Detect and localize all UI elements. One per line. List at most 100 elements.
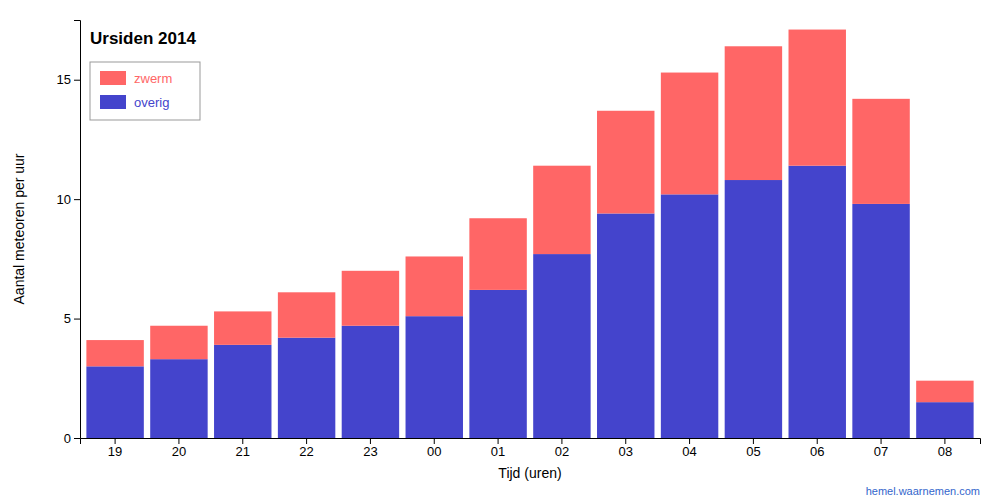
x-tick-label: 20 [172, 444, 186, 459]
legend-item: zwerm [100, 71, 172, 86]
bar [852, 99, 909, 204]
legend-label: zwerm [134, 71, 172, 86]
y-axis-line [74, 21, 81, 439]
bar [406, 256, 463, 316]
bar [150, 359, 207, 438]
x-tick: 00 [427, 438, 441, 459]
x-tick-label: 22 [299, 444, 313, 459]
y-tick-label: 10 [57, 192, 71, 207]
x-tick-label: 08 [938, 444, 952, 459]
bar [661, 194, 718, 438]
bar [214, 311, 271, 344]
x-tick-label: 04 [682, 444, 696, 459]
bar [278, 338, 335, 438]
bars [86, 30, 973, 438]
annotation: hemel.waarnemen.com [866, 485, 980, 497]
x-tick-label: 01 [491, 444, 505, 459]
bar [406, 316, 463, 438]
x-tick: 08 [938, 438, 952, 459]
y-axis: 0 5 10 15 [57, 21, 81, 446]
x-tick-label: 00 [427, 444, 441, 459]
x-tick: 05 [746, 438, 760, 459]
y-tick: 15 [57, 72, 80, 87]
x-axis-title: Tijd (uren) [498, 465, 561, 481]
legend-label: overig [134, 95, 169, 110]
bar [86, 340, 143, 366]
x-tick-mark [881, 438, 882, 444]
bar [725, 180, 782, 438]
x-tick: 01 [491, 438, 505, 459]
x-tick-mark [242, 438, 243, 444]
x-tick-label: 07 [874, 444, 888, 459]
y-axis-title: Aantal meteoren per uur [11, 153, 27, 304]
bar-series [86, 30, 973, 403]
x-tick: 02 [555, 438, 569, 459]
bar [342, 271, 399, 326]
x-tick-mark [561, 438, 562, 444]
title: Ursiden 2014 [90, 29, 196, 48]
legend-frame [90, 62, 200, 120]
x-tick-mark [115, 438, 116, 444]
y-tick-mark [74, 80, 80, 81]
bar [916, 402, 973, 438]
x-tick-mark [370, 438, 371, 444]
bar [789, 166, 846, 438]
y-tick-mark [74, 199, 80, 200]
x-tick-mark [753, 438, 754, 444]
x-tick-mark [498, 438, 499, 444]
x-axis: 19 20 21 22 23 00 01 02 03 04 05 06 07 08 [81, 438, 981, 459]
y-tick-label: 0 [64, 431, 71, 446]
chart: 1920212223000102030405060708051015Urside… [0, 0, 1000, 500]
y-tick-label: 5 [64, 311, 71, 326]
y-tick: 0 [64, 431, 80, 446]
x-tick-mark [817, 438, 818, 444]
legend-swatch [100, 71, 126, 85]
x-tick: 21 [236, 438, 250, 459]
x-tick: 04 [682, 438, 696, 459]
x-tick-label: 23 [363, 444, 377, 459]
plot: 1920212223000102030405060708051015Urside… [57, 21, 981, 460]
bar [150, 326, 207, 359]
x-tick-label: 21 [236, 444, 250, 459]
x-tick: 20 [172, 438, 186, 459]
bar [278, 292, 335, 337]
y-tick-mark [74, 319, 80, 320]
x-tick: 07 [874, 438, 888, 459]
legend-swatch [100, 95, 126, 109]
bar [597, 213, 654, 438]
x-tick: 22 [299, 438, 313, 459]
x-tick-label: 05 [746, 444, 760, 459]
bar [661, 73, 718, 195]
x-tick-label: 02 [555, 444, 569, 459]
bar [533, 166, 590, 254]
bar [469, 218, 526, 290]
bar [86, 366, 143, 438]
y-tick: 10 [57, 192, 80, 207]
x-tick-mark [689, 438, 690, 444]
y-tick-label: 15 [57, 72, 71, 87]
x-tick-label: 06 [810, 444, 824, 459]
x-tick: 23 [363, 438, 377, 459]
x-axis-line [81, 439, 981, 445]
bar [533, 254, 590, 438]
legend: zwerm overig [90, 62, 200, 120]
bar-series [86, 166, 973, 438]
bar [725, 46, 782, 180]
x-tick-label: 03 [619, 444, 633, 459]
y-tick-mark [74, 438, 80, 439]
bar [469, 290, 526, 438]
bar [852, 204, 909, 438]
bar [214, 345, 271, 438]
bar [597, 111, 654, 214]
x-tick-mark [306, 438, 307, 444]
x-tick-mark [178, 438, 179, 444]
bar [342, 326, 399, 438]
legend-item: overig [100, 95, 169, 110]
y-tick: 5 [64, 311, 80, 326]
x-tick: 06 [810, 438, 824, 459]
x-tick-label: 19 [108, 444, 122, 459]
bar [916, 381, 973, 402]
x-tick-mark [944, 438, 945, 444]
bar [789, 30, 846, 166]
x-tick-mark [434, 438, 435, 444]
